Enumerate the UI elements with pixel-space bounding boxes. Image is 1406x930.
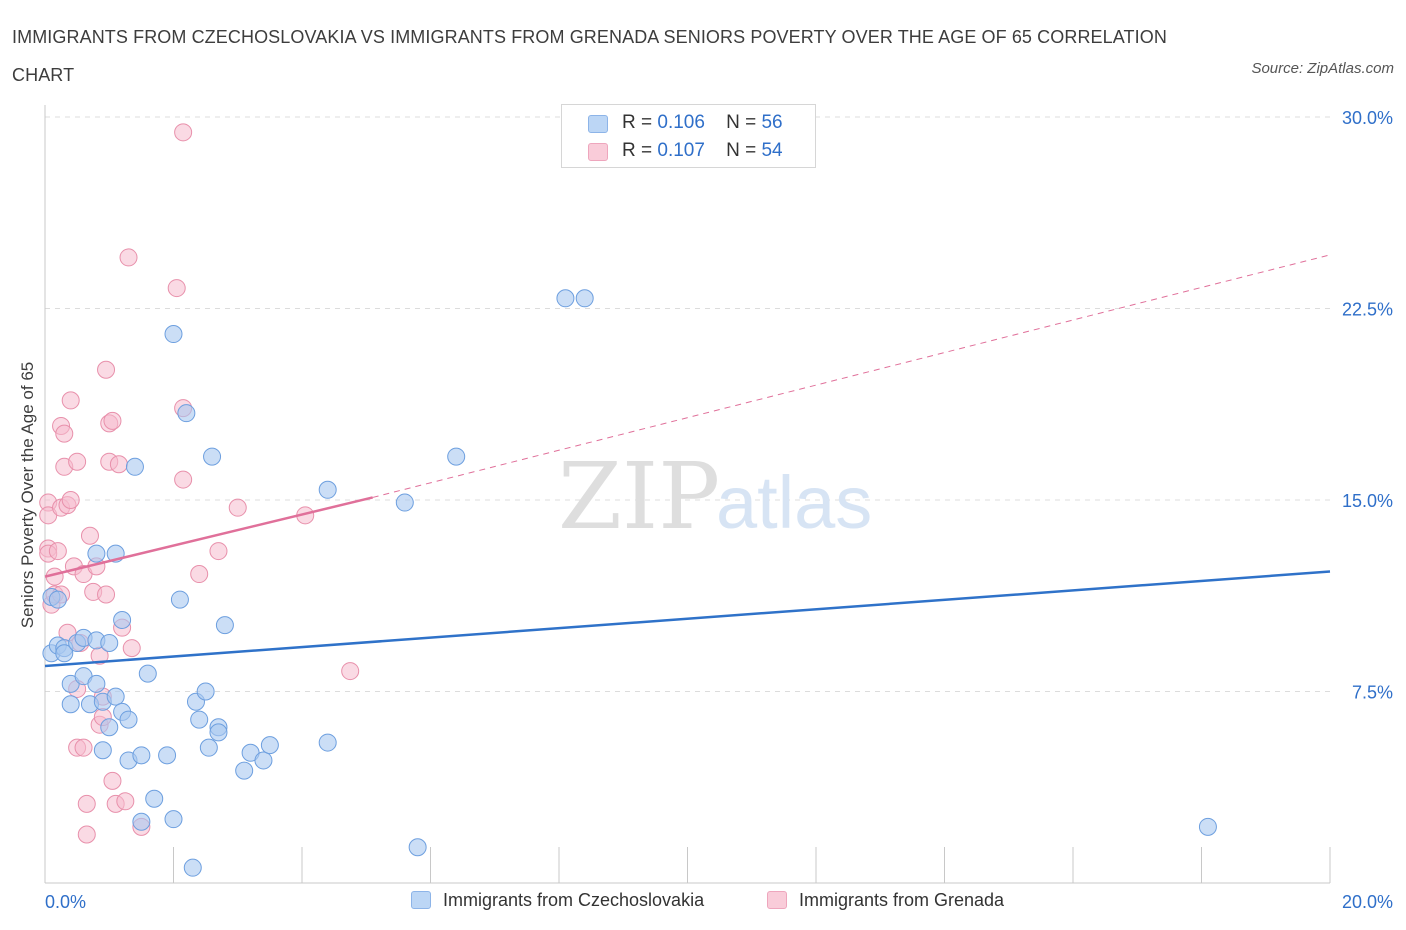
czechoslovakia-point-51 (408, 838, 427, 857)
legend-n-label: N = (726, 112, 757, 133)
czechoslovakia-point-44 (235, 761, 254, 780)
czechoslovakia-point-39 (199, 738, 218, 757)
czechoslovakia-point-55 (1198, 817, 1217, 836)
legend-swatch-blue (588, 115, 608, 133)
source-label: Source: ZipAtlas.com (1251, 60, 1394, 77)
grenada-point-43 (119, 248, 138, 267)
czechoslovakia-point-53 (556, 289, 575, 308)
czechoslovakia-point-5 (55, 644, 74, 663)
czechoslovakia-point-26 (132, 812, 151, 831)
czechoslovakia-point-49 (318, 480, 337, 499)
czechoslovakia-point-35 (183, 858, 202, 877)
czechoslovakia-point-32 (164, 810, 183, 829)
grenada-point-44 (122, 639, 141, 658)
czechoslovakia-point-42 (209, 723, 228, 742)
czechoslovakia-point-38 (196, 682, 215, 701)
czechoslovakia-point-17 (100, 718, 119, 737)
watermark-atlas: atlas (716, 461, 872, 544)
legend-r-label: R = (622, 140, 653, 161)
grenada-point-26 (80, 526, 99, 545)
czechoslovakia-point-34 (177, 404, 196, 423)
grenada-point-46 (167, 279, 186, 298)
grid-lines (45, 116, 1330, 692)
legend-swatch-pink (588, 143, 608, 161)
legend-n-label: N = (726, 140, 757, 161)
grenada-point-15 (61, 391, 80, 410)
legend-n-value-1: 56 (761, 112, 783, 133)
czechoslovakia-point-40 (203, 447, 222, 466)
stats-legend: R = 0.106 N = 56 R = 0.107 N = 54 (561, 104, 816, 168)
grenada-point-23 (74, 738, 93, 757)
legend-r-value-1: 0.106 (657, 112, 705, 133)
grenada-point-49 (174, 470, 193, 489)
watermark-zip: ZIP (558, 443, 720, 550)
axes (44, 105, 1331, 884)
czechoslovakia-point-37 (190, 710, 209, 729)
grenada-point-12 (55, 424, 74, 443)
y-tick-label-0: 7.5% (1352, 683, 1393, 703)
czechoslovakia-point-19 (106, 687, 125, 706)
bottom-legend-swatch-blue (411, 891, 431, 909)
czechoslovakia-point-43 (215, 616, 234, 635)
grenada-point-47 (174, 123, 193, 142)
grenada-point-54 (341, 662, 360, 681)
czechoslovakia-point-33 (170, 590, 189, 609)
czechoslovakia-point-7 (61, 695, 80, 714)
y-tick-label-3: 30.0% (1342, 108, 1393, 128)
y-tick-label-2: 22.5% (1342, 300, 1393, 320)
grenada-point-52 (228, 498, 247, 517)
grenada-point-16 (61, 491, 80, 509)
czechoslovakia-trend-line (44, 570, 1331, 668)
grenada-point-34 (97, 585, 116, 604)
grenada-point-18 (68, 452, 87, 471)
czechoslovakia-point-27 (132, 746, 151, 765)
chart-title: IMMIGRANTS FROM CZECHOSLOVAKIA VS IMMIGR… (12, 27, 1167, 85)
czechoslovakia-point-52 (447, 447, 466, 466)
czechoslovakia-point-54 (575, 289, 594, 308)
czechoslovakia-point-25 (125, 457, 144, 476)
czechoslovakia-point-2 (48, 590, 67, 609)
x-tick-label-min: 0.0% (45, 892, 86, 912)
watermark: ZIP atlas (558, 443, 872, 550)
czechoslovakia-point-30 (158, 746, 177, 765)
czechoslovakia-point-24 (119, 710, 138, 729)
czechoslovakia-point-15 (93, 741, 112, 760)
czechoslovakia-point-48 (318, 733, 337, 752)
czechoslovakia-point-31 (164, 325, 183, 344)
legend-r-value-2: 0.107 (657, 140, 705, 161)
grenada-point-25 (77, 825, 96, 844)
grenada-point-51 (209, 542, 228, 561)
bottom-legend-swatch-pink (767, 891, 787, 909)
y-tick-label-1: 15.0% (1342, 491, 1393, 511)
bottom-legend-label-1: Immigrants from Czechoslovakia (443, 890, 705, 910)
czechoslovakia-point-29 (145, 789, 164, 808)
grenada-point-42 (116, 792, 135, 811)
grenada-point-40 (109, 455, 128, 474)
legend-r-label: R = (622, 112, 653, 133)
series-grenada-points (39, 123, 360, 844)
czechoslovakia-point-50 (395, 493, 414, 512)
czechoslovakia-point-46 (254, 751, 273, 770)
czechoslovakia-point-18 (100, 633, 119, 652)
grenada-point-33 (97, 360, 116, 379)
bottom-legend-label-2: Immigrants from Grenada (799, 890, 1005, 910)
grenada-point-7 (48, 542, 67, 561)
czechoslovakia-point-13 (87, 674, 106, 693)
grenada-point-24 (77, 794, 96, 813)
tick-labels: 7.5% 15.0% 22.5% 30.0% 0.0% 20.0% (45, 108, 1393, 912)
trend-lines (44, 254, 1331, 668)
x-tick-label-max: 20.0% (1342, 892, 1393, 912)
czechoslovakia-point-47 (260, 736, 279, 755)
grenada-point-50 (190, 565, 209, 584)
legend-n-value-2: 54 (761, 140, 783, 161)
czechoslovakia-point-14 (87, 544, 106, 563)
grenada-point-38 (103, 771, 122, 790)
grenada-point-37 (103, 411, 122, 430)
grenada-trend-line (44, 496, 373, 578)
series-czechoslovakia-points (42, 289, 1217, 877)
czechoslovakia-point-28 (138, 664, 157, 683)
czechoslovakia-point-22 (113, 611, 132, 630)
